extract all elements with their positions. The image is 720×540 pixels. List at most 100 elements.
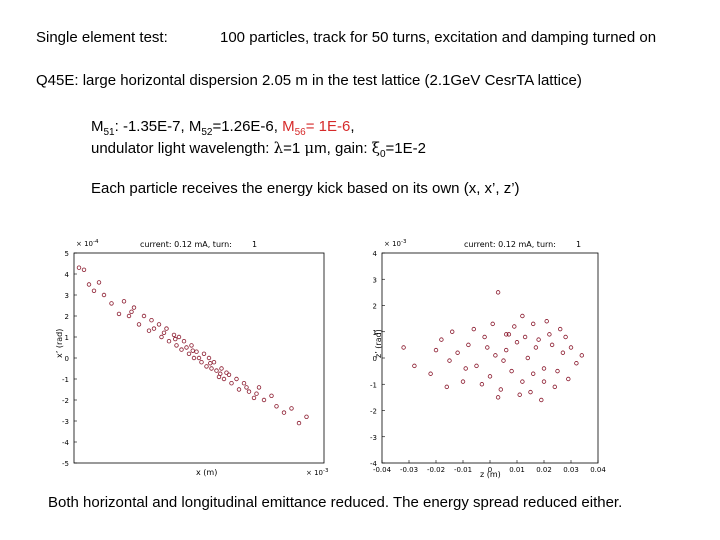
scatter-point — [136, 322, 142, 327]
scatter-point — [482, 334, 487, 340]
scatter-point — [184, 345, 189, 350]
scatter-point — [536, 337, 541, 342]
scatter-point — [241, 380, 247, 386]
scatter-point — [146, 328, 152, 333]
scatter-point — [176, 334, 182, 340]
scatter-point — [539, 397, 544, 403]
y-tick-label: -4 — [62, 439, 70, 447]
scatter-point — [173, 336, 178, 342]
scatter-point — [224, 370, 229, 375]
scatter-point — [186, 351, 192, 356]
scatter-point — [520, 313, 525, 319]
m56-subscript: 56 — [294, 127, 306, 138]
m51-value: : -1.35E-7, — [114, 118, 189, 135]
scatter-point — [506, 332, 512, 337]
y-tick-label: 4 — [373, 250, 378, 258]
scatter-point — [514, 340, 520, 345]
scatter-point — [179, 347, 184, 352]
y-tick-label: 3 — [373, 276, 377, 284]
m51-symbol: M — [91, 118, 104, 135]
scatter-point — [503, 332, 509, 337]
scatter-point — [81, 267, 87, 272]
matrix-elements-line: M51: -1.35E-7, M52=1.26E-6, M56= 1E-6, — [91, 118, 355, 138]
scatter-point — [234, 376, 239, 382]
y-tick-label: 4 — [65, 271, 70, 279]
x-tick-label: -0.02 — [427, 466, 445, 474]
scatter-point — [131, 305, 137, 310]
scatter-point — [149, 317, 154, 323]
scatter-point — [190, 348, 195, 353]
m52-value: =1.26E-6, — [212, 118, 283, 135]
plot-frame — [73, 252, 325, 464]
y-tick-labels: 5 4 3 2 1 0 -1 -2 -3 -4 -5 — [62, 250, 77, 468]
scatter-point — [208, 361, 213, 366]
x-tick-label: -0.04 — [373, 466, 392, 474]
undulator-text-b: =1 — [283, 140, 305, 157]
y-tick-label: -1 — [370, 381, 377, 389]
y-multiplier-label: × 10-4 — [76, 239, 99, 248]
scatter-point — [449, 329, 455, 334]
y-tick-label: -4 — [370, 460, 378, 468]
scatter-point — [522, 334, 528, 340]
scatter-point — [204, 364, 209, 369]
y-multiplier-label: × 10-3 — [384, 239, 407, 248]
x-axis-label: z (m) — [480, 470, 501, 479]
scatter-point — [171, 332, 177, 338]
scatter-point — [530, 321, 536, 327]
scatter-point — [236, 387, 242, 392]
y-tick-label: -3 — [370, 434, 377, 442]
scatter-point — [428, 371, 433, 376]
scatter-point — [164, 326, 169, 331]
y-axis-label: x’ (rad) — [55, 329, 64, 358]
xi-symbol: ξ — [371, 139, 380, 157]
scatter-point — [412, 363, 417, 369]
scatter-point — [86, 282, 92, 287]
scatter-point — [444, 384, 449, 390]
x-tick-label: 0.01 — [509, 466, 525, 474]
scatter-point — [530, 371, 536, 376]
test-summary: 100 particles, track for 50 turns, excit… — [220, 29, 657, 46]
undulator-text-a: undulator light wavelength: — [91, 140, 274, 157]
scatter-point — [544, 319, 549, 324]
scatter-point — [557, 326, 563, 332]
scatter-point — [479, 382, 485, 387]
scatter-point — [549, 342, 555, 348]
scatter-point — [201, 351, 207, 356]
scatter-point — [76, 265, 82, 270]
m51-subscript: 51 — [103, 127, 115, 138]
xi-subscript: 0 — [379, 149, 386, 160]
scatter-point — [552, 384, 557, 390]
phase-space-plot-x: × 10-4 current: 0.12 mA, turn: 1 x’ (rad… — [55, 239, 329, 477]
y-tick-label: -2 — [370, 408, 377, 416]
scatter-point — [254, 391, 259, 396]
y-tick-label: 0 — [373, 355, 377, 363]
scatter-point — [196, 355, 202, 361]
scatter-point — [281, 410, 287, 415]
scatter-point — [244, 385, 249, 390]
scatter-point — [447, 358, 452, 363]
plot-frame — [381, 252, 599, 464]
plot-title: current: 0.12 mA, turn: — [140, 240, 232, 249]
scatter-point — [471, 326, 476, 332]
scatter-point — [221, 376, 227, 382]
scatter-point — [206, 355, 212, 361]
y-tick-label: 2 — [65, 313, 69, 321]
undulator-text-d: =1E-2 — [385, 140, 426, 157]
scatter-point — [189, 343, 194, 348]
y-tick-label: 3 — [65, 292, 69, 300]
x-tick-label: -0.01 — [454, 466, 472, 474]
scatter-point — [512, 324, 517, 329]
y-tick-label: -3 — [62, 418, 69, 426]
plot-turn-value: 1 — [576, 240, 581, 249]
scatter-point — [460, 379, 466, 384]
scatter-point — [509, 368, 514, 374]
scatter-point — [91, 288, 97, 293]
scatter-point — [566, 376, 571, 382]
y-tick-label: 1 — [373, 329, 377, 337]
x-axis-label: x (m) — [196, 468, 217, 477]
scatter-point — [269, 393, 274, 398]
conclusion-text: Both horizontal and longitudinal emittan… — [48, 494, 623, 511]
scatter-point — [226, 372, 232, 377]
lambda-symbol: λ — [273, 139, 284, 157]
scatter-point — [156, 322, 162, 327]
